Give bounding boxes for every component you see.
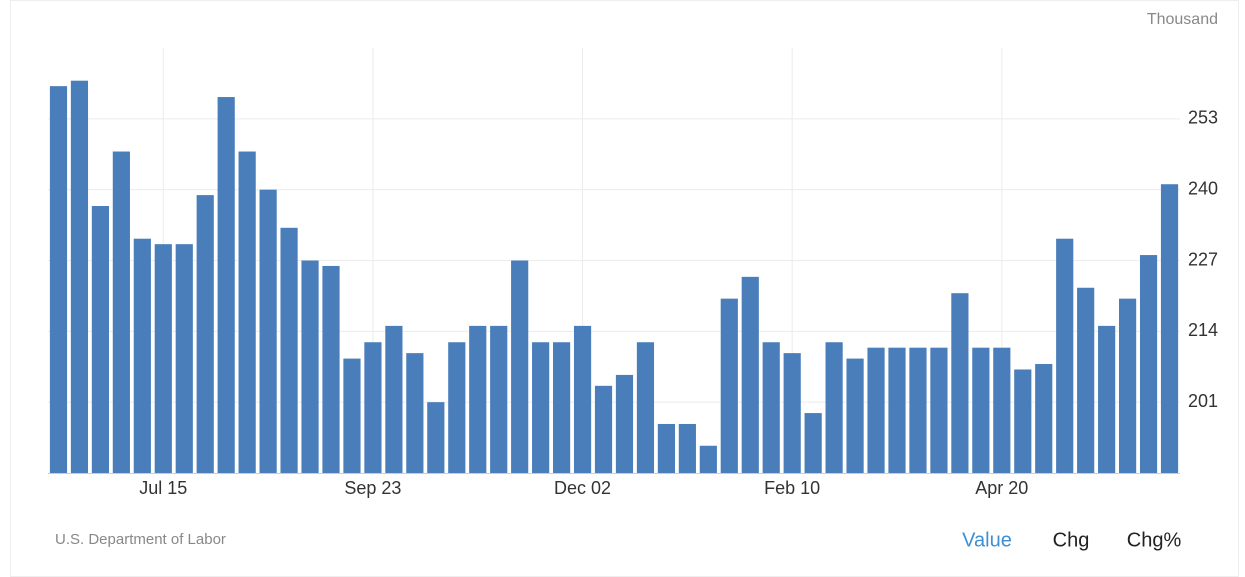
bar (1098, 325, 1116, 473)
bar (406, 353, 424, 473)
bar (1118, 298, 1137, 473)
bar (678, 423, 696, 473)
bar (594, 385, 613, 473)
bar (909, 347, 927, 473)
y-tick-label: 253 (1188, 108, 1218, 128)
card (10, 0, 1239, 577)
bar (532, 342, 550, 473)
x-tick-label: Dec 02 (554, 478, 611, 498)
bar (280, 227, 298, 473)
bar (238, 151, 256, 473)
bar (448, 342, 466, 473)
bar (133, 238, 151, 473)
bar (385, 325, 403, 473)
bar (930, 347, 948, 473)
bar (615, 374, 634, 473)
bar (343, 358, 361, 473)
bar (552, 342, 571, 473)
x-tick-label: Apr 20 (975, 478, 1028, 498)
bar (1160, 184, 1179, 473)
bar (196, 195, 214, 473)
bar (469, 325, 487, 473)
bar (1077, 287, 1095, 473)
bar (1014, 369, 1032, 473)
bar (259, 189, 277, 473)
bar (322, 265, 340, 473)
bar (846, 358, 864, 473)
x-tick-label: Jul 15 (139, 478, 187, 498)
bar (301, 260, 319, 473)
bar (91, 206, 110, 473)
bar (867, 347, 885, 473)
bar (741, 276, 759, 473)
bar (70, 80, 89, 473)
bar (154, 244, 172, 473)
bar (573, 325, 592, 473)
x-tick-label: Sep 23 (344, 478, 401, 498)
bar (657, 423, 676, 473)
y-tick-label: 214 (1188, 320, 1218, 340)
bar (1035, 364, 1053, 473)
bar (888, 347, 906, 473)
x-tick-label: Feb 10 (764, 478, 820, 498)
bar (175, 244, 193, 473)
tab[interactable]: Chg (1053, 529, 1090, 551)
bar (49, 86, 68, 474)
bar (217, 97, 235, 474)
bar (972, 347, 990, 473)
bar (427, 402, 445, 473)
bar (720, 298, 738, 473)
bar (636, 342, 655, 473)
bar (993, 347, 1011, 473)
bar (699, 445, 717, 473)
y-tick-label: 227 (1188, 249, 1218, 269)
bar (783, 353, 801, 473)
y-tick-label: 240 (1188, 178, 1218, 198)
bar (825, 342, 843, 473)
bar (804, 413, 822, 473)
bar (1056, 238, 1074, 473)
bar (511, 260, 529, 473)
tab[interactable]: Chg% (1127, 529, 1182, 551)
bar (951, 293, 969, 473)
source: U.S. Department of Labor (55, 531, 226, 548)
bar (364, 342, 382, 473)
bar (490, 325, 508, 473)
unit-label: Thousand (1147, 11, 1218, 28)
tab[interactable]: Value (962, 529, 1012, 551)
bar (112, 151, 130, 473)
y-tick-label: 201 (1188, 391, 1218, 411)
bar (1139, 255, 1158, 473)
bar (762, 342, 780, 473)
